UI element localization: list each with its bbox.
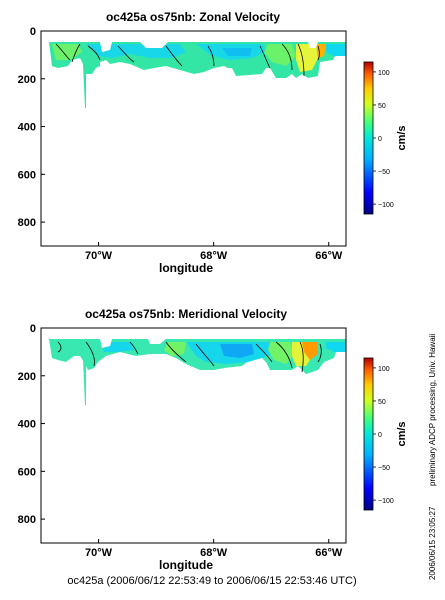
data-gap bbox=[140, 42, 168, 48]
y-tick-label: 400 bbox=[18, 419, 36, 431]
y-tick-label: 0 bbox=[30, 26, 36, 38]
axes-frame bbox=[40, 327, 347, 544]
colorbar-label: cm/s bbox=[396, 421, 408, 446]
contour-line bbox=[259, 45, 271, 69]
colorbar-tick-label: 0 bbox=[378, 432, 382, 439]
velocity-patch-cyan bbox=[326, 44, 346, 56]
velocity-patch-green bbox=[164, 342, 186, 356]
contour-line bbox=[85, 341, 95, 367]
velocity-patch-green bbox=[268, 342, 294, 364]
x-ticks: 70°W 68°W 66°W bbox=[85, 242, 343, 262]
x-tick-label: 66°W bbox=[315, 250, 343, 262]
chart-title: oc425a os75nb: Zonal Velocity bbox=[106, 10, 280, 24]
contour-lines bbox=[57, 341, 322, 373]
colorbar-ticks: 100 50 0 −50 −100 bbox=[373, 366, 394, 505]
footer-time-range: oc425a (2006/06/12 22:53:49 to 2006/06/1… bbox=[67, 575, 356, 587]
y-ticks: 0 200 400 600 800 bbox=[18, 323, 45, 526]
colorbar-tick-label: 100 bbox=[378, 70, 390, 77]
x-axis-label: longitude bbox=[159, 261, 213, 275]
contour-line bbox=[129, 341, 139, 355]
y-tick-label: 600 bbox=[18, 169, 36, 181]
side-date: 2006/06/15 23:05:27 bbox=[428, 506, 437, 580]
colorbar bbox=[363, 61, 374, 215]
x-tick-label: 70°W bbox=[85, 547, 113, 559]
colorbar-tick-label: −50 bbox=[378, 465, 390, 472]
y-tick-label: 0 bbox=[30, 323, 36, 335]
velocity-patch-cyan bbox=[326, 342, 346, 352]
contour-lines bbox=[55, 43, 320, 77]
contour-line bbox=[165, 341, 187, 363]
axes-frame bbox=[40, 30, 347, 247]
data-gap bbox=[100, 339, 112, 348]
chart-meridional: oc425a os75nb: Meridional Velocity bbox=[18, 307, 408, 572]
contour-line bbox=[57, 341, 62, 353]
colorbar-tick-label: 50 bbox=[378, 399, 386, 406]
contour-line bbox=[275, 341, 293, 369]
colorbar-tick-label: 0 bbox=[378, 136, 382, 143]
data-gap bbox=[148, 339, 166, 344]
x-tick-label: 66°W bbox=[315, 547, 343, 559]
x-tick-label: 70°W bbox=[85, 250, 113, 262]
x-axis-label: longitude bbox=[159, 558, 213, 572]
y-tick-label: 600 bbox=[18, 466, 36, 478]
contour-line bbox=[117, 45, 135, 63]
colorbar-tick-label: −100 bbox=[378, 202, 394, 209]
colorbar-tick-label: 100 bbox=[378, 366, 390, 373]
x-tick-label: 68°W bbox=[200, 547, 228, 559]
contour-line bbox=[165, 45, 183, 67]
velocity-patch-green bbox=[264, 44, 296, 66]
contour-line bbox=[299, 341, 304, 373]
velocity-patch-orange bbox=[302, 342, 318, 360]
colorbar-tick-label: −50 bbox=[378, 169, 390, 176]
chart-title: oc425a os75nb: Meridional Velocity bbox=[85, 307, 287, 321]
y-tick-label: 800 bbox=[18, 217, 36, 229]
y-tick-label: 200 bbox=[18, 371, 36, 383]
velocity-patch-blue bbox=[220, 344, 254, 358]
data-gap bbox=[100, 42, 112, 52]
contour-line bbox=[281, 43, 293, 71]
contour-line bbox=[71, 43, 81, 63]
contour-line bbox=[317, 45, 320, 61]
contour-line bbox=[87, 45, 101, 61]
colorbar-tick-label: 50 bbox=[378, 103, 386, 110]
colorbar bbox=[363, 357, 374, 511]
colorbar-ticks: 100 50 0 −50 −100 bbox=[373, 70, 394, 209]
data-gap bbox=[308, 42, 318, 48]
velocity-patch-yellow bbox=[296, 44, 318, 72]
contour-line bbox=[255, 343, 273, 363]
contour-line bbox=[55, 43, 71, 61]
contour-line bbox=[195, 343, 215, 367]
velocity-column bbox=[83, 64, 86, 108]
y-tick-label: 800 bbox=[18, 514, 36, 526]
contour-line bbox=[207, 45, 215, 67]
contour-line bbox=[317, 343, 322, 363]
colorbar-label: cm/s bbox=[396, 125, 408, 150]
velocity-column bbox=[83, 360, 86, 405]
y-ticks: 0 200 400 600 800 bbox=[18, 26, 45, 229]
chart-zonal: oc425a os75nb: Zonal Velocity bbox=[18, 10, 408, 275]
y-tick-label: 400 bbox=[18, 122, 36, 134]
y-tick-label: 200 bbox=[18, 74, 36, 86]
side-note: preliminary ADCP processing, Univ. Hawai… bbox=[428, 334, 437, 486]
colorbar-tick-label: −100 bbox=[378, 498, 394, 505]
velocity-patch-blue bbox=[222, 48, 252, 56]
x-ticks: 70°W 68°W 66°W bbox=[85, 539, 343, 559]
x-tick-label: 68°W bbox=[200, 250, 228, 262]
contour-line bbox=[297, 43, 305, 77]
